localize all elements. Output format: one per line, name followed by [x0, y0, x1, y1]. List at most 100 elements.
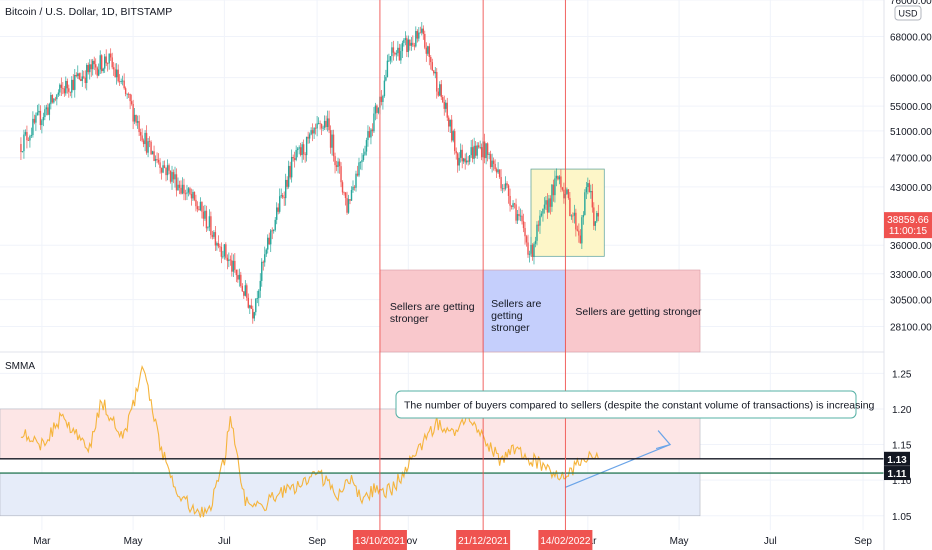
candle-89: [153, 145, 155, 162]
indicator-bands: [0, 408, 701, 517]
candle-255: [401, 40, 404, 58]
candle-65: [117, 64, 119, 83]
candle-293: [458, 152, 460, 171]
candle-211: [335, 160, 338, 172]
candle-130: [214, 225, 217, 252]
candle-275: [431, 58, 433, 72]
level-label-1: 1.11: [888, 469, 907, 480]
candle-116: [193, 191, 196, 202]
candle-47: [90, 59, 92, 77]
candle-223: [353, 185, 356, 191]
candle-343: [533, 242, 535, 265]
candle-203: [323, 115, 326, 131]
candle-173: [279, 188, 281, 214]
smma-tick-4: 1.05: [892, 512, 912, 523]
candle-9: [33, 114, 36, 125]
candle-346: [537, 220, 540, 232]
candle-97: [165, 167, 167, 182]
candle-129: [213, 230, 215, 239]
candle-98: [166, 159, 169, 181]
time-tick-0: Mar: [33, 536, 51, 547]
candle-228: [361, 153, 363, 171]
candle-271: [425, 42, 427, 62]
candle-122: [202, 205, 205, 227]
candle-4: [26, 125, 28, 149]
candle-157: [255, 298, 257, 316]
candle-189: [302, 139, 305, 160]
candle-49: [93, 56, 95, 71]
candle-259: [407, 35, 410, 58]
candle-94: [160, 167, 163, 180]
candle-125: [207, 226, 209, 231]
candle-146: [238, 268, 241, 287]
candle-200: [319, 120, 321, 130]
candle-290: [454, 128, 456, 155]
candle-81: [141, 128, 143, 143]
candle-265: [416, 29, 419, 43]
candle-127: [210, 211, 212, 239]
candle-165: [267, 234, 269, 254]
candle-19: [48, 102, 51, 121]
candle-140: [229, 255, 232, 266]
chart-title: Bitcoin / U.S. Dollar, 1D, BITSTAMP: [5, 6, 172, 18]
candle-250: [394, 51, 396, 57]
candle-13: [39, 105, 42, 130]
candle-192: [307, 131, 309, 144]
candle-1: [21, 151, 24, 153]
candle-185: [296, 147, 299, 158]
candle-115: [192, 189, 194, 201]
candle-359: [557, 175, 559, 181]
price-tick-10: 28100.00: [890, 323, 932, 334]
candle-311: [485, 143, 487, 165]
candle-5: [27, 137, 30, 141]
candle-204: [325, 115, 327, 130]
candle-296: [462, 157, 465, 164]
candle-14: [41, 118, 43, 134]
candle-287: [449, 119, 451, 134]
level-label-0: 1.13: [887, 455, 907, 466]
candle-109: [183, 178, 185, 201]
candle-60: [109, 48, 112, 61]
candle-386: [597, 204, 600, 222]
candle-376: [582, 211, 585, 225]
candle-205: [326, 110, 329, 132]
date-marker-lines: [379, 0, 566, 530]
candle-283: [443, 95, 445, 116]
candle-183: [293, 151, 296, 168]
candle-42: [83, 70, 85, 79]
candle-308: [480, 143, 483, 161]
candle-218: [346, 191, 348, 215]
indicator-level-lines: [0, 458, 884, 474]
candle-235: [371, 123, 374, 137]
candle-27: [60, 77, 63, 97]
candle-313: [488, 152, 490, 160]
candle-298: [465, 152, 468, 165]
candle-92: [157, 153, 160, 165]
candle-291: [455, 147, 457, 160]
candle-246: [388, 53, 390, 63]
candle-345: [536, 221, 538, 246]
price-tick-1: 68000.00: [890, 33, 932, 44]
candle-260: [409, 39, 411, 51]
candle-338: [525, 234, 528, 247]
candle-105: [177, 177, 179, 191]
candle-57: [105, 49, 107, 67]
candle-0: [20, 137, 22, 160]
candle-270: [424, 30, 426, 50]
candle-348: [540, 211, 543, 218]
marker-label-0: 13/10/2021: [355, 536, 405, 547]
candle-186: [298, 145, 300, 155]
candle-236: [373, 107, 375, 134]
candle-176: [283, 191, 285, 206]
time-tick-4: Nov: [399, 536, 417, 547]
candle-193: [308, 132, 311, 144]
candle-67: [120, 78, 122, 85]
candle-144: [235, 269, 238, 283]
candle-213: [338, 158, 341, 174]
candle-245: [386, 54, 389, 78]
annotation-text-1: Sellers are getting stronger: [491, 298, 541, 334]
candle-194: [310, 127, 312, 136]
trend-arrow-head: [655, 430, 672, 450]
candle-52: [98, 63, 100, 77]
candle-317: [494, 159, 496, 172]
